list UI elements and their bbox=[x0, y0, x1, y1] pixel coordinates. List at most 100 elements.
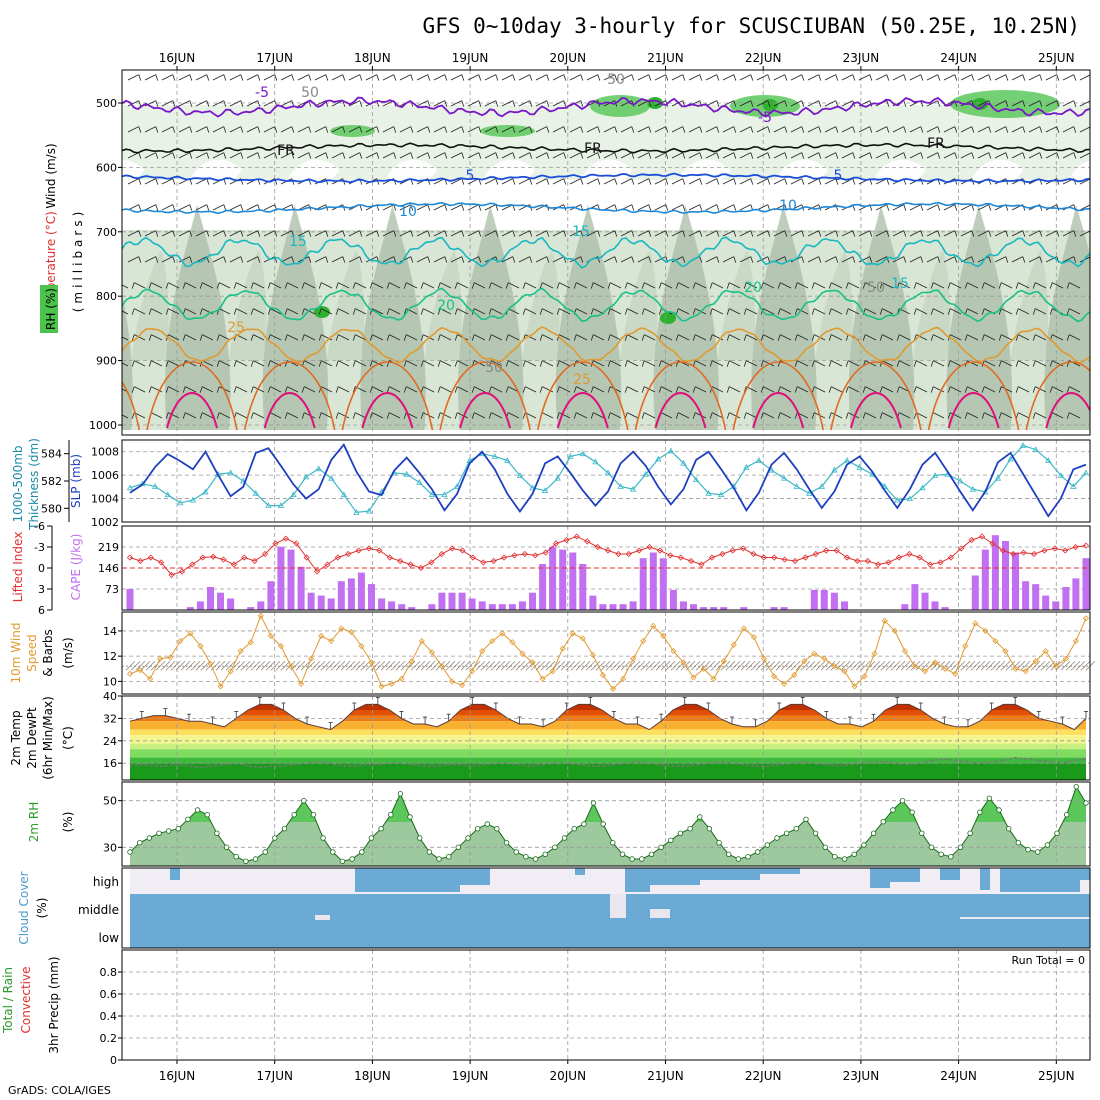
cloud-middle-gap bbox=[650, 909, 670, 918]
li-point bbox=[220, 556, 227, 563]
wind-barb-flag bbox=[981, 334, 985, 341]
date-label-top: 24JUN bbox=[940, 51, 977, 65]
wind-barb-shaft bbox=[712, 334, 724, 341]
wind-speed-point bbox=[187, 630, 194, 637]
wind-barb-flag bbox=[563, 178, 567, 185]
wind-barb-flag bbox=[1049, 386, 1053, 393]
rh-point bbox=[668, 837, 674, 843]
wind-barb-shaft bbox=[1018, 412, 1030, 419]
wind-barb-shaft bbox=[355, 412, 367, 419]
wind-speed-point bbox=[469, 668, 476, 675]
wind10-barb bbox=[255, 660, 266, 671]
wind10-barb bbox=[695, 660, 706, 671]
wind-barb-shaft bbox=[654, 126, 666, 133]
wind-barb-shaft bbox=[712, 308, 724, 315]
wind-barb-flag bbox=[988, 126, 992, 133]
wind-barb-shaft bbox=[484, 152, 496, 159]
rh-point bbox=[928, 844, 935, 850]
wind-barb-flag bbox=[879, 282, 883, 289]
wind-barb-flag bbox=[172, 178, 176, 185]
wind-barb-shaft bbox=[773, 178, 785, 185]
wind-barb-shaft bbox=[1028, 152, 1040, 159]
contour-25 bbox=[122, 326, 1090, 364]
wind-barb-flag bbox=[692, 386, 696, 393]
wind-barb-flag bbox=[862, 386, 866, 393]
wind-barb-flag bbox=[223, 256, 227, 263]
wind-barb-flag bbox=[563, 152, 567, 159]
wind10-barb bbox=[375, 660, 386, 671]
precip-grid bbox=[122, 950, 1090, 1060]
wind-barb-shaft bbox=[576, 386, 588, 393]
wind-barb-flag bbox=[1039, 256, 1043, 263]
cape-bar bbox=[539, 564, 547, 610]
wind-barb-flag bbox=[1056, 126, 1060, 133]
rh-point bbox=[262, 849, 268, 855]
wind-barb-flag bbox=[767, 100, 771, 107]
wind-barb-shaft bbox=[841, 152, 853, 159]
wind-barb-shaft bbox=[797, 334, 809, 341]
contour-35 bbox=[361, 391, 414, 429]
wind-barb-shaft bbox=[1079, 204, 1090, 211]
wind-barb-flag bbox=[1005, 230, 1009, 237]
thickness-point bbox=[504, 457, 511, 463]
wind-speed-point bbox=[992, 637, 999, 645]
wind-barb-flag bbox=[352, 412, 356, 419]
wind-barb-shaft bbox=[484, 204, 496, 211]
wind-barb-flag bbox=[393, 126, 397, 133]
date-label-bottom: 19JUN bbox=[452, 1069, 489, 1083]
wind-barb-shaft bbox=[321, 386, 333, 393]
cape-bar bbox=[438, 592, 446, 610]
wind-barb-flag bbox=[308, 74, 312, 81]
wind-barb-flag bbox=[284, 386, 288, 393]
wind10-barb bbox=[670, 660, 681, 671]
wind-barb-shaft bbox=[535, 178, 547, 185]
wind-speed-point bbox=[901, 648, 908, 655]
wind-barb-flag bbox=[913, 360, 917, 367]
wind-barb-flag bbox=[580, 126, 584, 133]
wind-barb-flag bbox=[699, 74, 703, 81]
wind-barb-flag bbox=[291, 152, 295, 159]
thickness-point bbox=[1057, 472, 1065, 478]
wind-barb-flag bbox=[903, 152, 907, 159]
rh-point bbox=[494, 826, 500, 832]
wind-barb-shaft bbox=[491, 360, 503, 367]
wind-barb-shaft bbox=[161, 204, 173, 211]
wind-barb-shaft bbox=[1062, 230, 1074, 237]
wind-barb-shaft bbox=[865, 412, 877, 419]
wind-speed-point bbox=[1082, 615, 1090, 622]
wind10-barb bbox=[615, 660, 626, 671]
wind10-barb bbox=[340, 660, 351, 671]
wind-barb-shaft bbox=[229, 204, 241, 211]
thickness-point bbox=[491, 453, 498, 459]
thickness-point bbox=[516, 472, 524, 478]
wind-barb-shaft bbox=[1079, 126, 1090, 133]
li-point bbox=[1082, 542, 1090, 549]
wind10-barb bbox=[570, 660, 581, 671]
wind-barb-shaft bbox=[1062, 126, 1074, 133]
wind-barb-flag bbox=[223, 204, 227, 211]
wind-barb-shaft bbox=[406, 386, 418, 393]
wind10-barb bbox=[810, 660, 821, 671]
wind-barb-flag bbox=[1032, 360, 1036, 367]
wind-barb-shaft bbox=[314, 74, 326, 81]
thickness-point bbox=[1070, 483, 1077, 489]
wind-barb-flag bbox=[767, 230, 771, 237]
wind-barb-flag bbox=[614, 256, 618, 263]
wind-barb-shaft bbox=[372, 308, 384, 315]
wind-barb-flag bbox=[437, 412, 441, 419]
wind-barb-flag bbox=[454, 412, 458, 419]
axis-tick-label: 0.6 bbox=[100, 988, 118, 1001]
cape-bar bbox=[669, 589, 677, 610]
wind-barb-flag bbox=[835, 230, 839, 237]
wind-barb-flag bbox=[444, 204, 448, 211]
wind-barb-flag bbox=[716, 100, 720, 107]
wind-barb-flag bbox=[284, 334, 288, 341]
wind-barb-flag bbox=[835, 126, 839, 133]
date-label-top: 18JUN bbox=[354, 51, 391, 65]
wind10-barb bbox=[445, 660, 456, 671]
cape-bar bbox=[267, 581, 275, 610]
wind-barb-shaft bbox=[950, 334, 962, 341]
wind-barb-flag bbox=[393, 204, 397, 211]
